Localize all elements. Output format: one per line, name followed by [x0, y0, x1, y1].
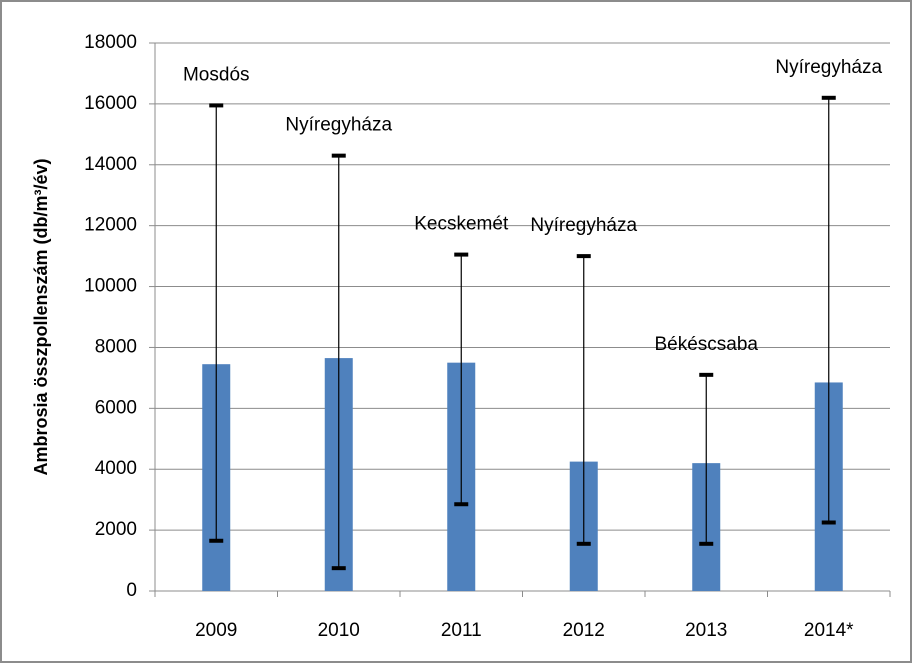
y-tick-label: 4000 — [95, 458, 137, 479]
y-tick-label: 18000 — [84, 32, 137, 53]
x-tick-label: 2012 — [563, 620, 605, 641]
y-tick-label: 12000 — [84, 215, 137, 236]
y-tick-label: 14000 — [84, 154, 137, 175]
y-tick-label: 6000 — [95, 397, 137, 418]
annotation: Nyíregyháza — [285, 115, 392, 136]
annotation: Nyíregyháza — [775, 57, 882, 78]
x-tick-label: 2013 — [685, 620, 727, 641]
annotation: Mosdós — [183, 64, 250, 85]
annotation: Kecskemét — [414, 214, 509, 235]
annotation: Békéscsaba — [654, 334, 758, 355]
y-axis-label: Ambrosia összpollenszám (db/m³/év) — [31, 158, 51, 475]
x-tick-label: 2010 — [318, 620, 360, 641]
y-tick-label: 10000 — [84, 276, 137, 297]
y-tick-label: 16000 — [84, 93, 137, 114]
x-tick-label: 2011 — [441, 620, 482, 641]
annotation: Nyíregyháza — [530, 215, 637, 236]
y-tick-label: 2000 — [95, 519, 137, 540]
y-tick-label: 8000 — [95, 336, 137, 357]
x-tick-label: 2009 — [195, 620, 237, 641]
y-tick-label: 0 — [126, 580, 137, 601]
x-tick-label: 2014* — [804, 620, 854, 641]
